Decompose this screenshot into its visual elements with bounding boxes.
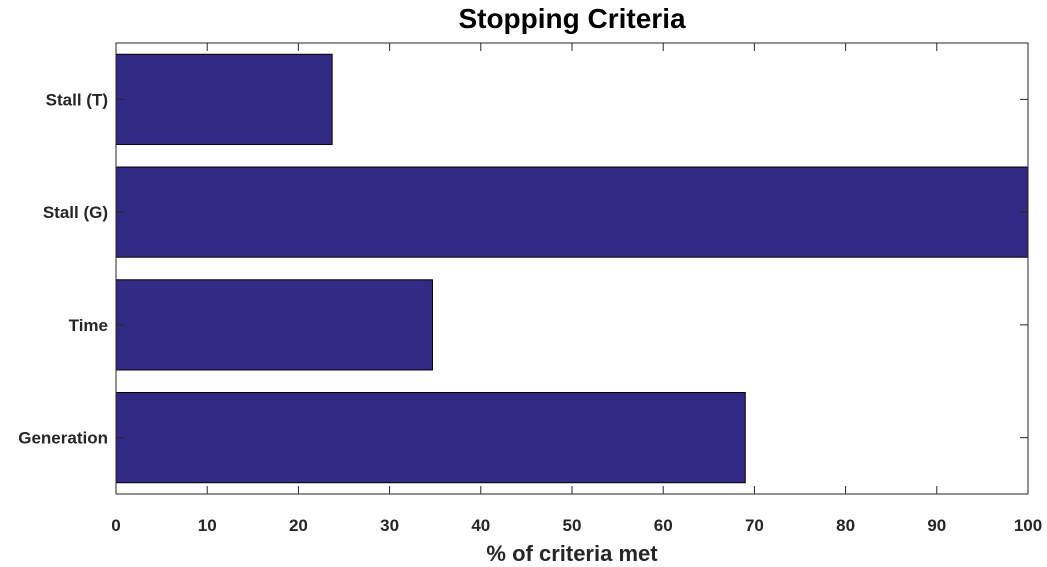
x-tick-label: 90: [927, 516, 946, 535]
x-tick-label: 20: [289, 516, 308, 535]
x-tick-label: 10: [198, 516, 217, 535]
axes-layer: Stall (T) Stall (G) Time Generation 0 10 20 30 4…: [18, 42, 1042, 535]
x-tick-label: 50: [563, 516, 582, 535]
category-label: Time: [69, 316, 108, 335]
x-tick-label: 30: [380, 516, 399, 535]
x-tick-label: 0: [111, 516, 120, 535]
bars-layer: [115, 53, 1029, 484]
bar-time: [115, 279, 433, 371]
x-tick-label: 100: [1014, 516, 1042, 535]
bar-stall-t: [115, 53, 333, 145]
category-label: Generation: [18, 429, 108, 448]
chart-title: Stopping Criteria: [458, 3, 686, 34]
bar-generation: [115, 392, 746, 484]
category-label: Stall (T): [46, 90, 108, 109]
x-axis-label: % of criteria met: [486, 541, 658, 566]
x-tick-label: 70: [745, 516, 764, 535]
x-tick-label: 80: [836, 516, 855, 535]
x-tick-label: 40: [471, 516, 490, 535]
category-label: Stall (G): [43, 203, 108, 222]
x-tick-label: 60: [654, 516, 673, 535]
bar-stall-g: [115, 166, 1029, 258]
